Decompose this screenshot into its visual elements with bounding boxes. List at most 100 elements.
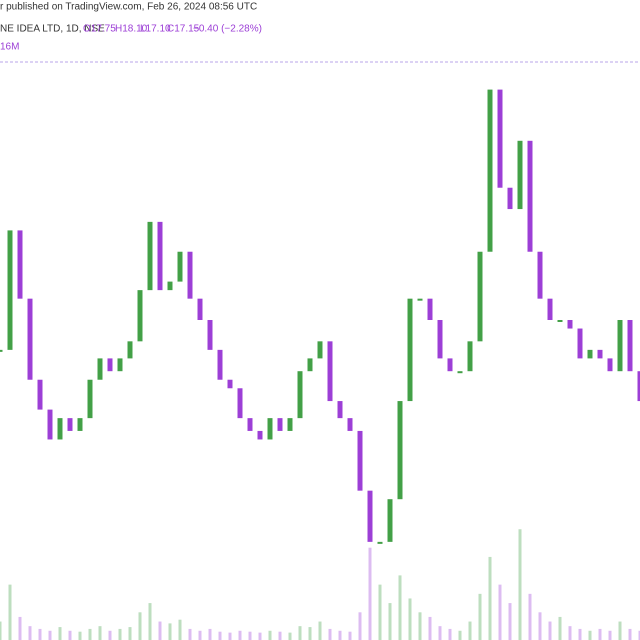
candle bbox=[97, 358, 103, 380]
volume-bar bbox=[158, 621, 162, 640]
volume-bar bbox=[138, 612, 142, 640]
candle bbox=[627, 320, 633, 372]
candle bbox=[617, 320, 623, 372]
volume-bar bbox=[568, 626, 572, 640]
volume-bar bbox=[38, 628, 42, 640]
candle bbox=[407, 298, 413, 402]
candle bbox=[57, 418, 63, 440]
volume-bar bbox=[528, 593, 532, 640]
candle bbox=[287, 418, 293, 431]
candle bbox=[0, 349, 3, 352]
volume-bar bbox=[618, 621, 622, 640]
candle bbox=[187, 251, 193, 299]
candle bbox=[637, 371, 640, 402]
volume-bar bbox=[118, 628, 122, 640]
candle bbox=[527, 140, 533, 252]
volume-bar bbox=[78, 631, 82, 640]
volume-bar bbox=[108, 630, 112, 640]
candle bbox=[217, 349, 223, 380]
volume-bar bbox=[388, 603, 392, 640]
volume-bar bbox=[178, 619, 182, 640]
volume-bar bbox=[338, 630, 342, 640]
candle bbox=[137, 290, 143, 342]
volume-bar bbox=[578, 628, 582, 640]
volume-bar bbox=[18, 616, 22, 640]
volume-bar bbox=[308, 627, 312, 640]
volume-bar bbox=[28, 626, 32, 640]
candle bbox=[267, 418, 273, 440]
candle bbox=[67, 418, 73, 431]
volume-bar bbox=[328, 628, 332, 640]
candle bbox=[597, 349, 603, 359]
candle bbox=[297, 371, 303, 419]
candle bbox=[507, 187, 513, 210]
volume-bar bbox=[498, 584, 502, 640]
candle bbox=[87, 379, 93, 419]
volume-bar bbox=[588, 630, 592, 640]
volume-bar bbox=[418, 612, 422, 640]
candle bbox=[77, 418, 83, 431]
volume-bar bbox=[558, 616, 562, 640]
volume-bar bbox=[48, 630, 52, 640]
volume-bar bbox=[278, 631, 282, 640]
volume-bar bbox=[218, 631, 222, 640]
candle bbox=[347, 418, 353, 431]
volume-bar bbox=[398, 575, 402, 640]
candle bbox=[467, 341, 473, 372]
candle bbox=[197, 298, 203, 320]
candle bbox=[567, 320, 573, 329]
candle bbox=[397, 401, 403, 500]
candle bbox=[337, 401, 343, 419]
volume-bar bbox=[148, 603, 152, 640]
candle bbox=[367, 490, 373, 542]
candle bbox=[577, 328, 583, 359]
candle bbox=[437, 320, 443, 359]
candle bbox=[447, 358, 453, 372]
volume-bar bbox=[368, 547, 372, 640]
volume-bar bbox=[258, 632, 262, 640]
candle bbox=[477, 251, 483, 342]
candle bbox=[117, 358, 123, 372]
volume-bar bbox=[598, 628, 602, 640]
candle bbox=[387, 499, 393, 542]
candle bbox=[487, 89, 493, 252]
candle bbox=[517, 140, 523, 210]
volume-bar bbox=[608, 630, 612, 640]
candle bbox=[317, 341, 323, 359]
volume-bar bbox=[628, 628, 632, 640]
candle bbox=[107, 358, 113, 372]
volume-bar bbox=[358, 612, 362, 640]
volume-bar bbox=[58, 627, 62, 640]
volume-bar bbox=[638, 630, 640, 640]
volume-bar bbox=[508, 603, 512, 640]
ohlc-change: −0.40 (−2.28%) bbox=[193, 24, 262, 35]
candle bbox=[607, 358, 613, 372]
published-note: r published on TradingView.com, Feb 26, … bbox=[0, 2, 257, 13]
candle bbox=[237, 388, 243, 419]
volume-bar bbox=[188, 628, 192, 640]
volume-bar bbox=[0, 621, 2, 640]
volume-bar bbox=[128, 627, 132, 640]
volume-bar bbox=[208, 628, 212, 640]
volume-label: 16M bbox=[0, 42, 19, 53]
volume-bar bbox=[68, 630, 72, 640]
volume-bar bbox=[518, 529, 522, 640]
volume-bar bbox=[468, 621, 472, 640]
candle bbox=[17, 230, 23, 299]
candle bbox=[27, 298, 33, 380]
candle bbox=[37, 379, 43, 410]
volume-bar bbox=[378, 584, 382, 640]
candle bbox=[357, 430, 363, 491]
volume-bar bbox=[548, 621, 552, 640]
volume-bar bbox=[88, 628, 92, 640]
volume-bar bbox=[448, 628, 452, 640]
volume-bar bbox=[168, 623, 172, 640]
volume-bar bbox=[408, 598, 412, 640]
candle bbox=[247, 418, 253, 431]
candle bbox=[307, 358, 313, 372]
candle bbox=[537, 251, 543, 299]
candle bbox=[147, 221, 153, 291]
candle bbox=[457, 371, 463, 374]
volume-bar bbox=[238, 630, 242, 640]
